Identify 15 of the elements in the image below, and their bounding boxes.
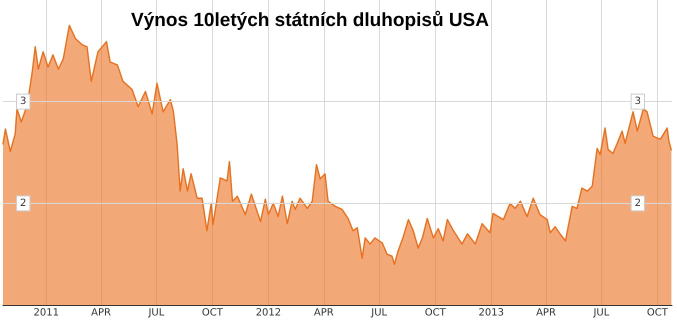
x-tick-label: APR <box>536 308 556 318</box>
x-tick-label: OCT <box>202 308 224 318</box>
x-tick-label: 2013 <box>478 308 504 318</box>
x-tick-label: 2011 <box>33 308 59 318</box>
x-tick-label: APR <box>91 308 111 318</box>
x-tick-label: OCT <box>646 308 669 318</box>
y2-tick-label: 3 <box>634 96 641 108</box>
x-tick-label: JUL <box>147 308 165 318</box>
x-tick-label: APR <box>314 308 334 318</box>
x-tick-label: 2012 <box>256 308 282 318</box>
text: Výnos 10letých státních dluhopisů USA <box>131 10 490 31</box>
x-tick-label: JUL <box>370 308 388 318</box>
x-tick-label: OCT <box>424 308 447 318</box>
x-tick-label: JUL <box>592 308 610 318</box>
y2-tick-label: 2 <box>634 198 641 209</box>
